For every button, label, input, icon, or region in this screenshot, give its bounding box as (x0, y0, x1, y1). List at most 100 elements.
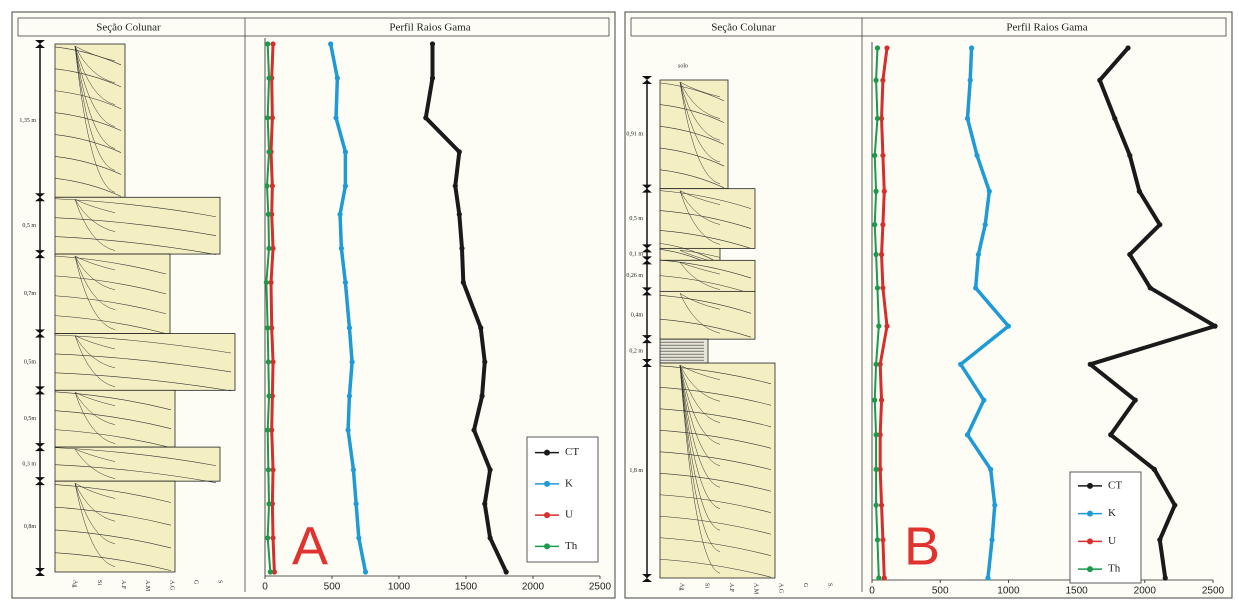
scale-marker (642, 574, 652, 582)
legend-marker (1087, 538, 1093, 545)
series-point (334, 75, 340, 81)
legend-marker (544, 543, 550, 550)
cross-bedding (74, 45, 116, 62)
bed (54, 480, 176, 573)
series-point (874, 285, 881, 291)
bed-thickness: 0,5 m (22, 223, 36, 229)
cross-bedding (74, 335, 116, 388)
series-point (270, 41, 276, 47)
legend-marker (544, 449, 550, 456)
scale-marker (642, 244, 652, 253)
series-point (271, 569, 277, 575)
bed-thickness: 1,35 m (19, 118, 36, 124)
scale-marker (35, 193, 45, 202)
x-tick-label: 500 (324, 582, 341, 593)
cross-bedding (679, 190, 721, 245)
cross-bedding (74, 255, 116, 291)
series-point (269, 325, 275, 331)
cross-bedding (659, 169, 725, 189)
cross-bedding (659, 82, 725, 102)
series-point (880, 222, 886, 228)
cross-bedding (659, 408, 772, 428)
x-tick-label: 0 (262, 582, 268, 593)
legend-marker (1087, 566, 1093, 573)
cross-bedding (54, 484, 172, 503)
series-point (873, 502, 879, 508)
legend-label: K (1108, 507, 1116, 519)
series-line (265, 43, 272, 573)
x-tick-label: 1000 (388, 582, 411, 593)
cross-bedding (74, 255, 116, 310)
cross-bedding (659, 230, 752, 249)
series-point (1125, 45, 1131, 51)
cross-bedding (74, 45, 116, 193)
cross-bedding (54, 429, 172, 448)
cross-bedding (679, 262, 721, 275)
x-tick-label: 0 (869, 586, 875, 597)
bed-thickness: 1,8 m (629, 468, 643, 474)
x-tick-label: 1500 (455, 582, 478, 593)
series-point (873, 466, 879, 472)
chart-title: Perfil Raios Gama (389, 22, 470, 34)
series-point (266, 393, 272, 399)
grain-size-label: Ag (679, 583, 685, 590)
series-point (988, 466, 994, 472)
cross-bedding (659, 429, 772, 449)
cross-bedding (54, 372, 232, 392)
series-point (269, 115, 275, 121)
bed (659, 290, 756, 340)
series-point (338, 245, 344, 251)
series-point (342, 279, 348, 286)
series-point (349, 359, 355, 365)
cross-bedding (74, 199, 116, 251)
cross-bedding (74, 335, 116, 369)
cross-bedding (74, 448, 116, 479)
bed-thickness: 0,4m (631, 313, 644, 319)
series-point (1097, 77, 1103, 83)
cross-bedding (679, 293, 721, 310)
scale-marker (642, 76, 652, 84)
series-point (456, 211, 462, 217)
scale-marker (642, 335, 652, 344)
cross-bedding (659, 126, 725, 145)
cross-bedding (659, 537, 772, 557)
panel-letter: A (292, 516, 328, 576)
cross-bedding (74, 199, 116, 213)
cross-bedding (54, 447, 217, 466)
legend-box (526, 436, 599, 563)
series-point (487, 467, 493, 473)
series-point (1147, 285, 1153, 291)
grain-size-label: A.G (168, 580, 174, 591)
series-point (264, 183, 270, 189)
cross-bedding (54, 236, 217, 255)
panel-letter: B (904, 516, 940, 576)
series-point (880, 152, 886, 159)
bed (54, 333, 236, 391)
series-point (482, 501, 488, 507)
series-point (452, 183, 458, 189)
series-point (981, 397, 987, 403)
cross-bedding (679, 190, 721, 205)
legend-label: Th (1108, 563, 1121, 575)
series-point (429, 41, 436, 47)
cross-bedding (74, 448, 116, 462)
series-point (350, 467, 357, 473)
cross-bedding (659, 386, 772, 406)
series-line (269, 43, 276, 573)
cross-bedding (54, 255, 167, 275)
cross-bedding (679, 293, 721, 334)
grain-size-label: Ag (72, 580, 78, 587)
series-point (479, 393, 485, 399)
cross-bedding (659, 515, 772, 535)
bed-thickness: 0,5m (24, 359, 37, 365)
grain-size-label: A.M (753, 583, 759, 595)
series-point (964, 432, 971, 438)
cross-bedding (659, 210, 752, 229)
series-point (1157, 222, 1163, 228)
cross-bedding (74, 335, 116, 350)
series-point (989, 537, 995, 543)
scale-marker (35, 568, 45, 576)
series-point (346, 393, 353, 399)
legend-label: U (1108, 535, 1116, 547)
series-point (265, 211, 271, 217)
